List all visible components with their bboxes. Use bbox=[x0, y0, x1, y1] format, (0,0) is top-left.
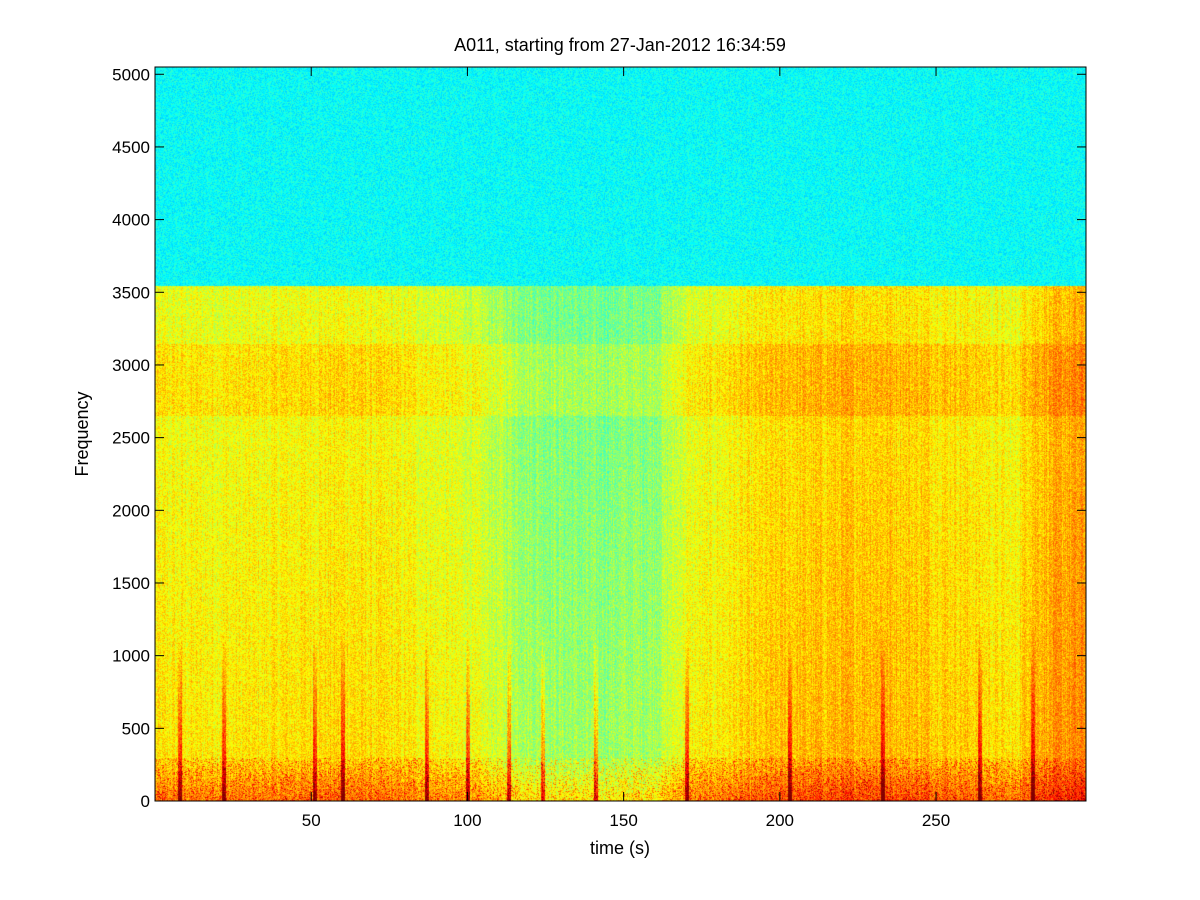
y-tick-label: 5000 bbox=[112, 65, 150, 84]
x-tick-label: 150 bbox=[609, 811, 637, 830]
y-tick-label: 0 bbox=[141, 792, 150, 811]
y-tick-label: 3500 bbox=[112, 283, 150, 302]
x-tick-label: 200 bbox=[766, 811, 794, 830]
y-tick-label: 500 bbox=[122, 719, 150, 738]
x-tick-label: 250 bbox=[922, 811, 950, 830]
y-axis-ticks: 0 500 1000 1500 2000 2500 3000 3500 4000 4500 5000 bbox=[112, 65, 1086, 811]
y-tick-label: 2500 bbox=[112, 429, 150, 448]
x-axis-label: time (s) bbox=[590, 838, 650, 858]
y-tick-label: 4000 bbox=[112, 211, 150, 230]
y-tick-label: 1000 bbox=[112, 647, 150, 666]
plot-frame bbox=[154, 66, 1087, 802]
y-tick-label: 4500 bbox=[112, 138, 150, 157]
x-tick-label: 100 bbox=[453, 811, 481, 830]
y-tick-label: 3000 bbox=[112, 356, 150, 375]
y-tick-label: 2000 bbox=[112, 501, 150, 520]
y-axis-label: Frequency bbox=[72, 391, 92, 476]
y-tick-label: 1500 bbox=[112, 574, 150, 593]
chart-title: A011, starting from 27-Jan-2012 16:34:59 bbox=[454, 35, 786, 55]
x-axis-ticks: 50 100 150 200 250 bbox=[302, 67, 950, 830]
x-tick-label: 50 bbox=[302, 811, 321, 830]
spectrogram-image bbox=[155, 67, 1086, 801]
